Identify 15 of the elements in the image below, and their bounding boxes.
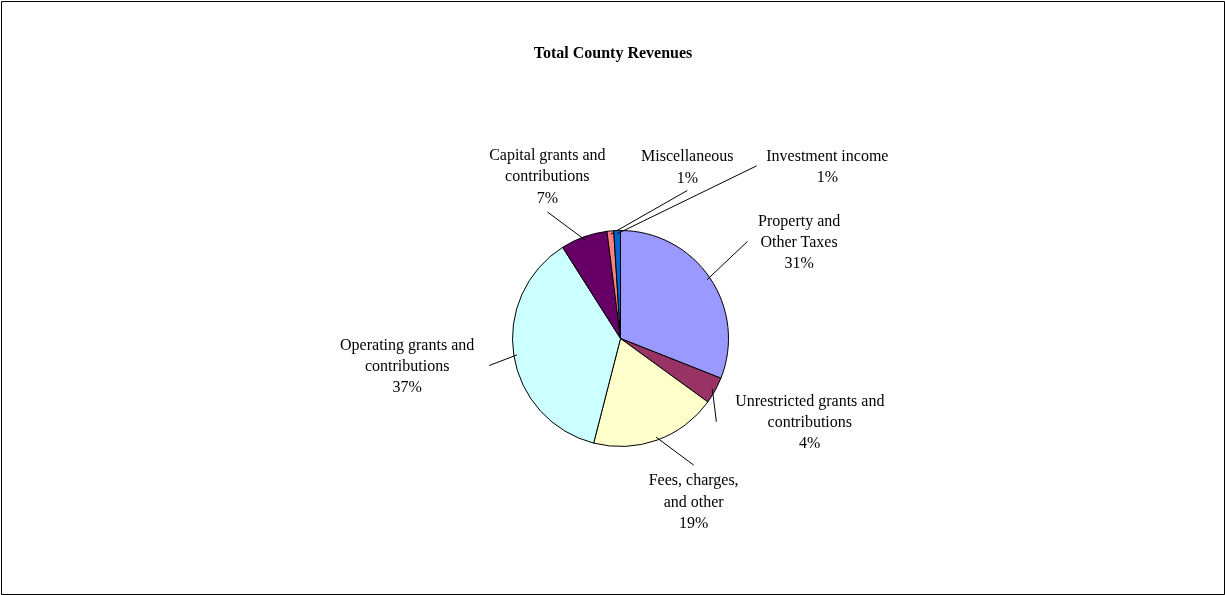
data-label: 7% [536, 188, 558, 206]
data-label: 37% [392, 378, 422, 396]
slice-label: Capital grants and contributions [489, 146, 606, 185]
data-label: 1% [676, 168, 698, 186]
slice-label: Investment income [766, 146, 889, 164]
data-label: 19% [679, 513, 709, 531]
slice-label: Unrestricted grants and contributions [735, 392, 885, 431]
data-label: 31% [784, 254, 814, 272]
slice-label: Fees, charges, and other [648, 471, 739, 510]
slice-label: Miscellaneous [641, 147, 734, 165]
slice-label: Operating grants and contributions [340, 335, 475, 375]
data-label: 1% [816, 167, 838, 185]
chart-title: Total County Revenues [533, 44, 693, 62]
data-label: 4% [799, 434, 821, 452]
slice-label: Property and Other Taxes [758, 211, 841, 250]
